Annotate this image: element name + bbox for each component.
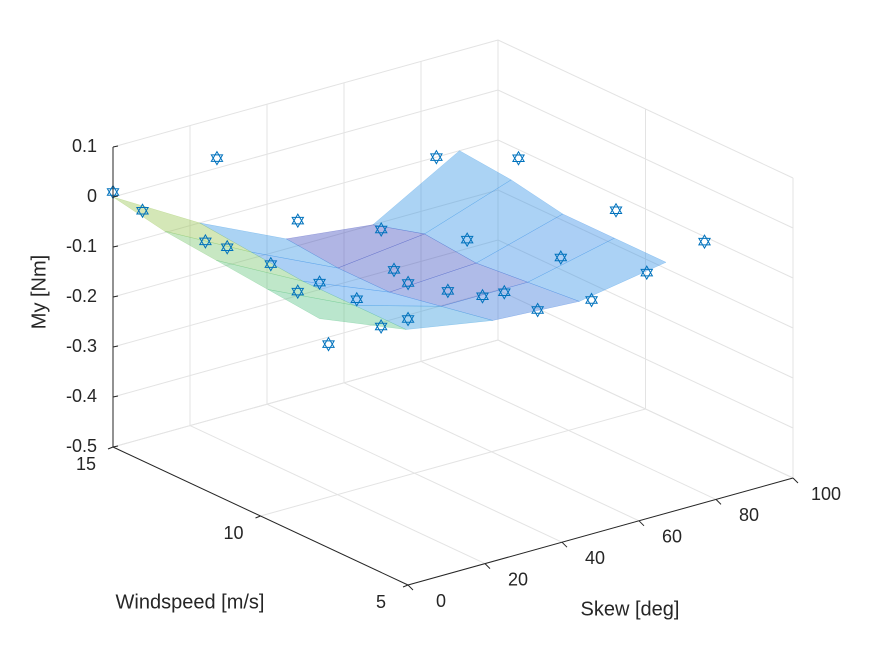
surface-facet: [372, 150, 512, 235]
x-axis-label: Skew [deg]: [581, 598, 680, 620]
scatter-point: [210, 150, 224, 166]
scatter-point: [512, 150, 525, 166]
z-tick-label: 0: [87, 186, 97, 206]
scatter-point: [291, 284, 305, 300]
tick-mark: [792, 477, 799, 484]
grid-line: [497, 139, 794, 279]
z-tick-label: -0.4: [66, 386, 97, 406]
scatter-point: [401, 275, 415, 291]
tick-mark: [112, 295, 119, 298]
x-tick-label: 20: [508, 569, 528, 589]
surface-facet: [164, 230, 303, 282]
tick-mark: [484, 563, 491, 569]
y-tick-label: 5: [376, 592, 386, 612]
scatter-point: [698, 234, 711, 250]
tick-mark: [107, 446, 114, 450]
grid-line: [112, 339, 499, 448]
grid-line: [497, 39, 794, 179]
z-tick-label: 0.1: [72, 136, 97, 156]
scatter-point: [264, 256, 278, 272]
tick-mark: [112, 245, 119, 248]
x-tick-label: 100: [811, 484, 841, 504]
z-tick-label: -0.1: [66, 236, 97, 256]
surface-facet: [424, 179, 564, 264]
tick-mark: [112, 395, 119, 398]
scatter-point: [497, 284, 511, 300]
scatter-point: [322, 336, 335, 352]
surface-facet: [337, 233, 477, 293]
grid-line: [497, 89, 794, 229]
scatter-point: [387, 262, 401, 278]
z-axis-label: My [Nm]: [28, 255, 50, 329]
tick-mark: [112, 195, 119, 198]
scatter-point: [476, 288, 489, 304]
z-tick-label: -0.5: [66, 436, 97, 456]
tick-mark: [715, 499, 722, 505]
scatter-point: [401, 311, 415, 327]
surface-facet: [285, 224, 426, 269]
surface-facet: [354, 305, 493, 330]
scatter-point: [350, 291, 364, 307]
tick-mark: [112, 345, 119, 348]
x-tick-label: 80: [739, 505, 759, 525]
surface-facet: [199, 222, 338, 269]
surface-facet: [216, 260, 355, 306]
surface-facet: [527, 237, 667, 302]
tick-mark: [638, 520, 645, 527]
scatter: [106, 149, 711, 352]
scatter-point: [531, 302, 545, 318]
axes: 0 20 40 60 80 100 5 10 15-0.5 -0.4 -0.3 -0.2 -0.1 0 0.…: [66, 136, 841, 612]
scatter-point: [198, 233, 212, 249]
grid-line: [497, 339, 794, 479]
scatter-point: [313, 275, 327, 291]
grid-line: [260, 408, 646, 517]
scatter-point: [136, 203, 149, 219]
scatter-point: [220, 239, 234, 255]
y-axis-line: [112, 446, 409, 586]
tick-mark: [407, 584, 414, 591]
grid-line: [112, 189, 499, 298]
grid-line: [497, 239, 794, 379]
tick-mark: [402, 584, 409, 588]
x-tick-label: 60: [662, 527, 682, 547]
x-tick-label: 40: [585, 548, 605, 568]
grid-line: [112, 289, 499, 398]
z-tick-label: -0.3: [66, 336, 97, 356]
surface-facet: [475, 213, 615, 283]
scatter-point: [640, 265, 654, 281]
surface: [112, 150, 667, 330]
grid-line: [112, 89, 499, 198]
scatter-point: [460, 232, 474, 248]
scatter-point: [609, 202, 623, 218]
scatter-point: [291, 213, 305, 229]
grid-line: [112, 39, 499, 148]
scatter-point: [429, 149, 443, 165]
scatter-point: [554, 250, 568, 266]
tick-mark: [561, 541, 568, 548]
y-tick-label: 15: [76, 454, 96, 474]
x-axis-line: [407, 477, 794, 586]
tick-mark: [112, 445, 119, 448]
tick-mark: [255, 515, 261, 519]
x-tick-label: 0: [436, 591, 446, 611]
surface-facet: [302, 280, 442, 307]
scatter-point: [441, 283, 455, 299]
grid-line: [497, 189, 794, 329]
grid-line: [112, 239, 499, 348]
y-tick-label: 10: [223, 523, 243, 543]
tick-mark: [112, 145, 119, 148]
surface-facet: [440, 281, 581, 321]
grid-line: [112, 139, 499, 248]
grid-line: [497, 289, 794, 429]
z-tick-label: -0.2: [66, 286, 97, 306]
scatter-point: [585, 292, 599, 308]
scatter-point: [374, 221, 388, 237]
y-axis-label: Windspeed [m/s]: [116, 591, 265, 613]
scatter-point: [374, 318, 388, 334]
